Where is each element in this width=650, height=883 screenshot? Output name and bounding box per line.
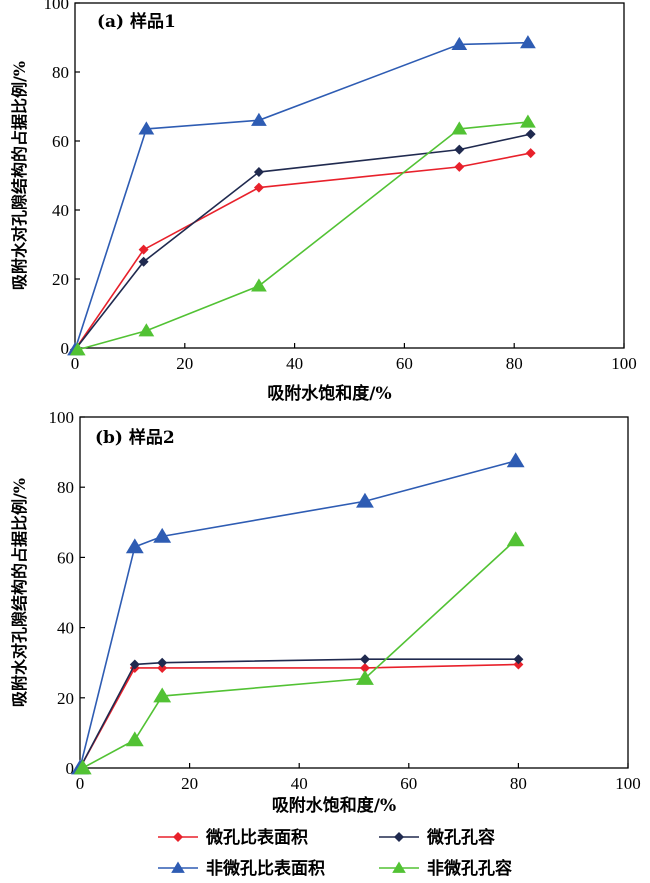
data-point bbox=[251, 112, 267, 126]
data-point bbox=[506, 531, 525, 547]
data-point bbox=[125, 731, 144, 747]
x-tick-label: 60 bbox=[400, 774, 417, 793]
data-point bbox=[520, 35, 536, 49]
y-tick-label: 0 bbox=[66, 759, 75, 778]
data-point bbox=[153, 687, 172, 703]
data-point bbox=[69, 342, 86, 356]
data-point bbox=[138, 244, 149, 255]
series-line bbox=[74, 41, 528, 350]
data-point bbox=[525, 148, 536, 159]
data-point bbox=[129, 659, 140, 670]
series-4 bbox=[73, 531, 525, 775]
x-tick-label: 20 bbox=[176, 354, 193, 373]
series-1 bbox=[75, 659, 524, 773]
y-tick-label: 100 bbox=[49, 408, 75, 427]
legend-item: 微孔孔容 bbox=[379, 827, 495, 848]
y-tick-label: 20 bbox=[52, 270, 69, 289]
data-point bbox=[125, 538, 144, 554]
legend-marker bbox=[173, 832, 183, 842]
data-point bbox=[451, 121, 468, 135]
legend-marker bbox=[171, 861, 185, 873]
y-tick-label: 0 bbox=[61, 339, 70, 358]
x-tick-label: 40 bbox=[286, 354, 303, 373]
legend-label: 非微孔孔容 bbox=[427, 858, 512, 879]
legend-marker bbox=[394, 832, 404, 842]
y-tick-label: 80 bbox=[52, 63, 69, 82]
data-point bbox=[73, 759, 92, 775]
data-point bbox=[157, 657, 168, 668]
x-tick-label: 40 bbox=[291, 774, 308, 793]
y-axis-label: 吸附水对孔隙结构的占据比例/% bbox=[10, 61, 29, 290]
plot-frame bbox=[74, 2, 625, 349]
y-tick-label: 40 bbox=[57, 619, 74, 638]
panel-title: (a) 样品1 bbox=[97, 11, 176, 32]
panel-b-chart: 0 20 40 60 80 100 0 20 40 60 80 100 (b) 样品2 吸附水饱和度/% 吸… bbox=[10, 408, 641, 816]
series-2 bbox=[75, 654, 524, 773]
data-point bbox=[520, 114, 536, 128]
data-point bbox=[454, 144, 465, 155]
data-point bbox=[513, 654, 524, 665]
legend-item: 非微孔比表面积 bbox=[158, 858, 325, 879]
plot-frame bbox=[79, 416, 629, 769]
data-point bbox=[356, 492, 374, 508]
data-point bbox=[153, 527, 172, 543]
data-point bbox=[506, 452, 525, 468]
data-point bbox=[359, 654, 370, 665]
x-tick-label: 0 bbox=[71, 354, 80, 373]
data-point bbox=[451, 36, 468, 51]
data-point bbox=[359, 662, 370, 673]
series-3 bbox=[67, 35, 536, 356]
data-point bbox=[454, 161, 465, 172]
y-tick-label: 100 bbox=[44, 0, 70, 13]
data-point bbox=[138, 256, 149, 267]
series-3 bbox=[71, 452, 525, 775]
data-point bbox=[251, 278, 267, 292]
data-point bbox=[138, 121, 155, 135]
x-tick-label: 60 bbox=[396, 354, 413, 373]
x-tick-label: 100 bbox=[611, 354, 637, 373]
y-axis-label: 吸附水对孔隙结构的占据比例/% bbox=[10, 478, 29, 707]
legend-label: 微孔孔容 bbox=[426, 827, 495, 848]
x-tick-label: 20 bbox=[181, 774, 198, 793]
x-tick-label: 100 bbox=[615, 774, 641, 793]
data-point bbox=[138, 323, 155, 337]
y-tick-label: 40 bbox=[52, 201, 69, 220]
y-tick-label: 80 bbox=[57, 478, 74, 497]
data-point bbox=[525, 129, 536, 140]
data-point bbox=[253, 167, 264, 178]
x-axis-label: 吸附水饱和度/% bbox=[267, 383, 391, 404]
x-tick-label: 80 bbox=[510, 774, 527, 793]
y-tick-label: 60 bbox=[52, 132, 69, 151]
series-4 bbox=[69, 114, 536, 356]
series-line bbox=[82, 539, 517, 769]
panel-a-chart: 0 20 40 60 80 100 0 20 40 60 80 100 (a) 样品1 吸附水饱和度/% 吸… bbox=[10, 0, 637, 404]
legend-label: 非微孔比表面积 bbox=[206, 858, 325, 879]
legend-label: 微孔比表面积 bbox=[205, 827, 308, 848]
data-point bbox=[253, 182, 264, 193]
series-line bbox=[79, 658, 519, 769]
x-tick-label: 0 bbox=[76, 774, 85, 793]
y-tick-label: 20 bbox=[57, 689, 74, 708]
legend-item: 微孔比表面积 bbox=[158, 827, 308, 848]
series-2 bbox=[70, 129, 536, 355]
series-line bbox=[79, 663, 519, 769]
x-axis-label: 吸附水饱和度/% bbox=[272, 795, 396, 816]
y-tick-label: 60 bbox=[57, 548, 74, 567]
data-point bbox=[513, 659, 524, 670]
panel-title: (b) 样品2 bbox=[95, 427, 175, 448]
data-point bbox=[157, 662, 168, 673]
legend-item: 非微孔孔容 bbox=[379, 858, 512, 879]
series-line bbox=[77, 121, 529, 351]
x-tick-label: 80 bbox=[506, 354, 523, 373]
legend-marker bbox=[392, 861, 406, 873]
data-point bbox=[356, 669, 374, 685]
